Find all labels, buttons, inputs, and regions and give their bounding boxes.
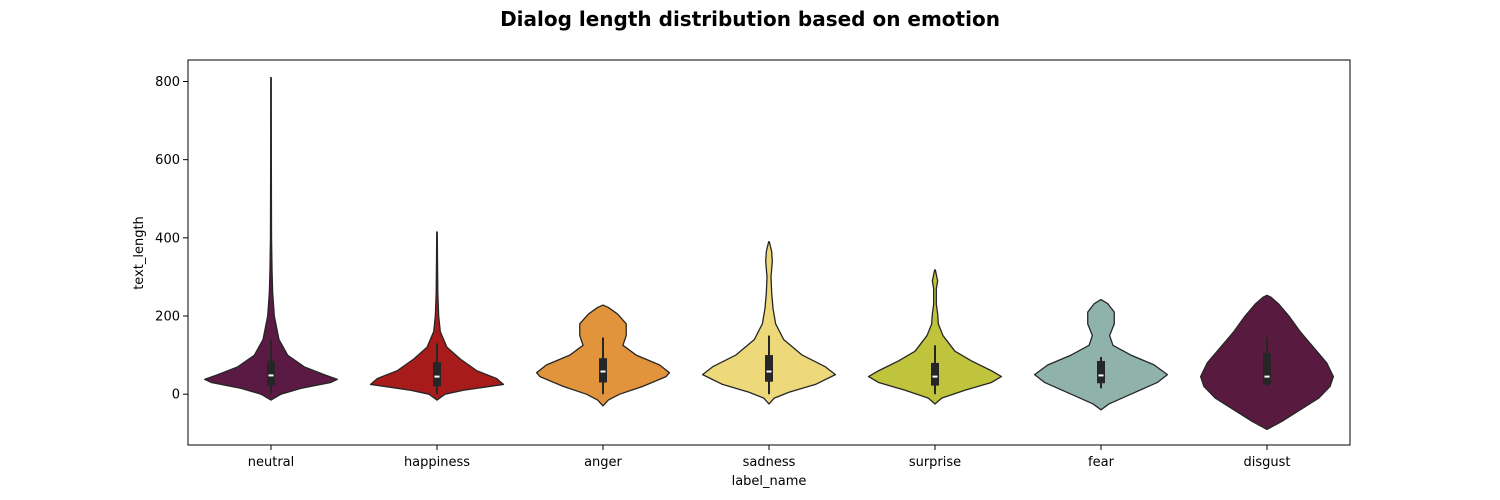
- y-axis: 0 200 400 600 800: [155, 75, 188, 403]
- x-tick-label-disgust: disgust: [1244, 455, 1291, 470]
- y-tick-label-400: 400: [155, 231, 180, 246]
- violin-fear: [1033, 298, 1169, 411]
- y-tick-label-800: 800: [155, 75, 180, 90]
- violin-body-fear: [1033, 298, 1169, 411]
- iqr-box-happiness: [433, 362, 441, 387]
- violin-disgust: [1199, 294, 1335, 431]
- violin-sadness: [701, 241, 837, 405]
- x-tick-label-sadness: sadness: [743, 455, 796, 470]
- violin-body-sadness: [701, 241, 837, 405]
- iqr-box-disgust: [1263, 353, 1271, 385]
- violin-anger: [535, 304, 671, 407]
- y-tick-label-0: 0: [172, 388, 180, 403]
- violin-neutral: [203, 76, 339, 401]
- y-tick-label-600: 600: [155, 153, 180, 168]
- y-tick-label-200: 200: [155, 310, 180, 325]
- iqr-box-fear: [1097, 360, 1105, 384]
- iqr-box-surprise: [931, 362, 939, 386]
- chart-title: Dialog length distribution based on emot…: [500, 7, 1000, 31]
- violin-body-surprise: [867, 269, 1003, 405]
- violin-happiness: [369, 231, 505, 401]
- x-tick-label-surprise: surprise: [909, 455, 961, 470]
- violin-body-happiness: [369, 231, 505, 401]
- iqr-box-sadness: [765, 355, 773, 382]
- iqr-box-neutral: [267, 360, 275, 386]
- plot-area: [203, 76, 1335, 431]
- x-tick-label-neutral: neutral: [248, 455, 295, 470]
- violin-body-neutral: [203, 76, 339, 401]
- iqr-box-anger: [599, 358, 607, 383]
- y-axis-label: text_length: [132, 216, 147, 290]
- x-tick-label-anger: anger: [584, 455, 622, 470]
- x-axis: neutral happiness anger sadness surprise fear…: [248, 445, 1291, 470]
- x-tick-label-happiness: happiness: [404, 455, 470, 470]
- violin-surprise: [867, 269, 1003, 405]
- x-axis-label: label_name: [732, 474, 807, 489]
- x-tick-label-fear: fear: [1088, 455, 1115, 470]
